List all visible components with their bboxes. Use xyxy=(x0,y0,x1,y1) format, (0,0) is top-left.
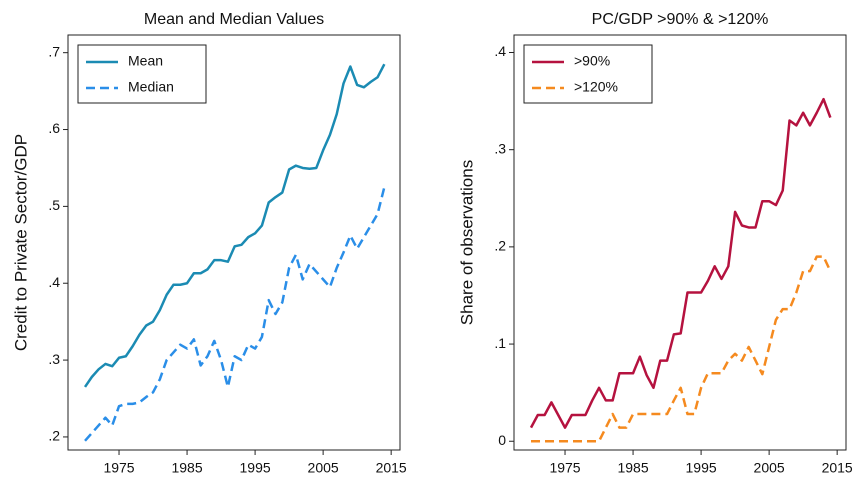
plot-frame xyxy=(513,34,847,451)
legend-label: Median xyxy=(128,79,174,95)
y-tick-label: .2 xyxy=(494,238,506,254)
y-tick-label: .3 xyxy=(494,140,506,156)
legend-label: Mean xyxy=(128,53,163,69)
y-tick-label: 0 xyxy=(498,432,506,448)
legend-box xyxy=(77,44,207,104)
x-tick-label: 2005 xyxy=(308,460,339,476)
y-tick-label: .4 xyxy=(494,43,506,59)
y-tick-label: .4 xyxy=(48,274,60,290)
y-axis-label: Credit to Private Sector/GDP xyxy=(11,134,30,351)
x-tick-label: 2005 xyxy=(754,460,785,476)
y-tick-label: .7 xyxy=(48,43,60,59)
x-tick-label: 1995 xyxy=(240,460,271,476)
chart-title: PC/GDP >90% & >120% xyxy=(592,11,769,28)
x-tick-label: 1975 xyxy=(103,460,134,476)
series-line xyxy=(531,255,832,443)
x-tick-label: 1995 xyxy=(686,460,717,476)
legend-label: >90% xyxy=(574,53,610,69)
x-tick-label: 1985 xyxy=(617,460,648,476)
y-tick-label: .1 xyxy=(494,335,506,351)
y-tick-label: .5 xyxy=(48,197,60,213)
x-tick-label: 2015 xyxy=(822,460,853,476)
y-tick-label: .2 xyxy=(48,428,60,444)
legend-box xyxy=(523,44,653,104)
x-tick-label: 2015 xyxy=(376,460,407,476)
chart-title: Mean and Median Values xyxy=(144,11,324,28)
series-line xyxy=(83,63,386,388)
series-line xyxy=(84,186,386,442)
x-tick-label: 1975 xyxy=(549,460,580,476)
y-tick-label: .3 xyxy=(48,351,60,367)
y-tick-label: .6 xyxy=(48,120,60,136)
x-tick-label: 1985 xyxy=(171,460,202,476)
series-line xyxy=(529,97,832,429)
plot-frame xyxy=(67,34,401,451)
legend-label: >120% xyxy=(574,79,618,95)
y-axis-label: Share of observations xyxy=(457,160,476,325)
